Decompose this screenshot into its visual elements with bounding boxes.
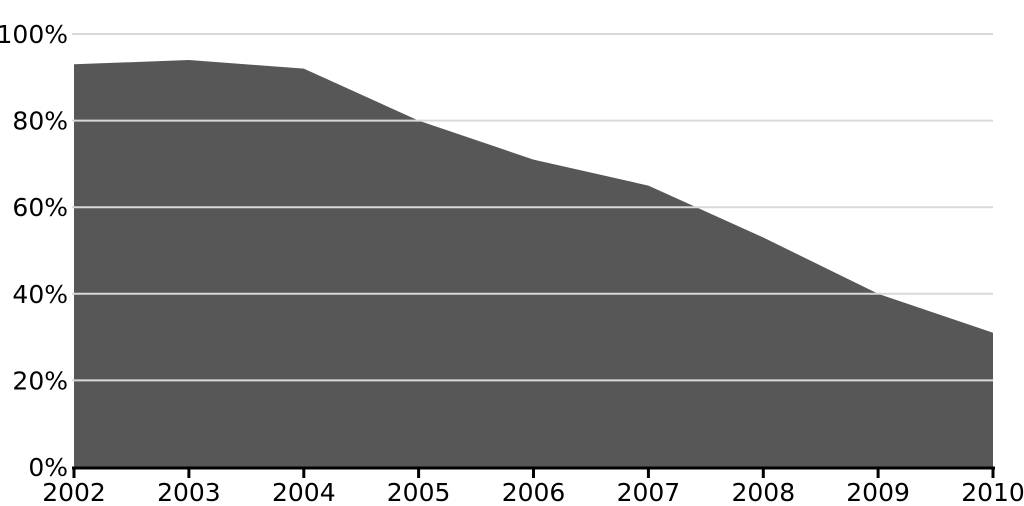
y-tick-label-20: 20% [12,366,68,395]
y-tick-label-0: 0% [28,453,68,482]
area-series-share-percent [74,60,993,467]
x-tick-label-2006: 2006 [502,478,566,506]
x-tick-label-2008: 2008 [731,478,795,506]
y-tick-label-80: 80% [12,107,68,136]
y-tick-label-40: 40% [12,280,68,309]
x-tick-label-2002: 2002 [42,478,106,506]
x-tick-label-2007: 2007 [617,478,681,506]
x-tick-label-2005: 2005 [387,478,451,506]
x-tick-label-2003: 2003 [157,478,221,506]
x-tick-label-2004: 2004 [272,478,336,506]
y-tick-label-100: 100% [0,20,68,49]
y-tick-label-60: 60% [12,193,68,222]
x-tick-label-2009: 2009 [846,478,910,506]
x-tick-label-2010: 2010 [961,478,1024,506]
